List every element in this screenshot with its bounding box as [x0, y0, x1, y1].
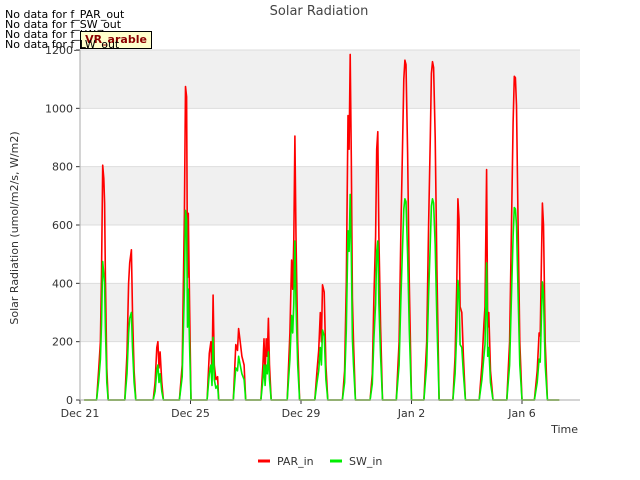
- x-tick-label: Jan 6: [507, 407, 535, 420]
- legend: PAR_in SW_in: [258, 455, 382, 468]
- background-band: [80, 166, 580, 225]
- chart-title: Solar Radiation: [270, 4, 369, 19]
- y-axis: 0 200 400 600 800 1000 1200: [45, 44, 81, 407]
- x-axis: Dec 21 Dec 25 Dec 29 Jan 2 Jan 6: [61, 399, 580, 420]
- x-tick-label: Dec 21: [61, 407, 100, 420]
- x-tick-label: Dec 29: [282, 407, 321, 420]
- x-tick-label: Jan 2: [397, 407, 425, 420]
- x-axis-label: Time: [550, 423, 578, 436]
- legend-label: SW_in: [349, 455, 382, 468]
- background-band: [80, 50, 580, 109]
- no-data-note-lw-in: No data for f_LW_in: [5, 28, 112, 41]
- y-tick-label: 200: [52, 336, 73, 349]
- y-tick-label: 400: [52, 277, 73, 290]
- y-axis-label: Solar Radiation (umol/m2/s, W/m2): [8, 131, 21, 324]
- y-tick-label: 1200: [45, 44, 73, 57]
- legend-label: PAR_in: [277, 455, 314, 468]
- no-data-note-lw-out: No data for f_LW_out: [5, 38, 120, 51]
- background-bands: [80, 50, 580, 342]
- x-tick-label: Dec 25: [171, 407, 210, 420]
- background-band: [80, 283, 580, 342]
- no-data-note-sw-out: No data for f_SW_out: [5, 18, 122, 31]
- y-tick-label: 1000: [45, 102, 73, 115]
- y-tick-label: 600: [52, 219, 73, 232]
- y-tick-label: 0: [66, 394, 73, 407]
- y-tick-label: 800: [52, 161, 73, 174]
- no-data-note-par-out: No data for f_PAR_out: [5, 8, 125, 21]
- site-badge: VR_arable: [80, 31, 152, 49]
